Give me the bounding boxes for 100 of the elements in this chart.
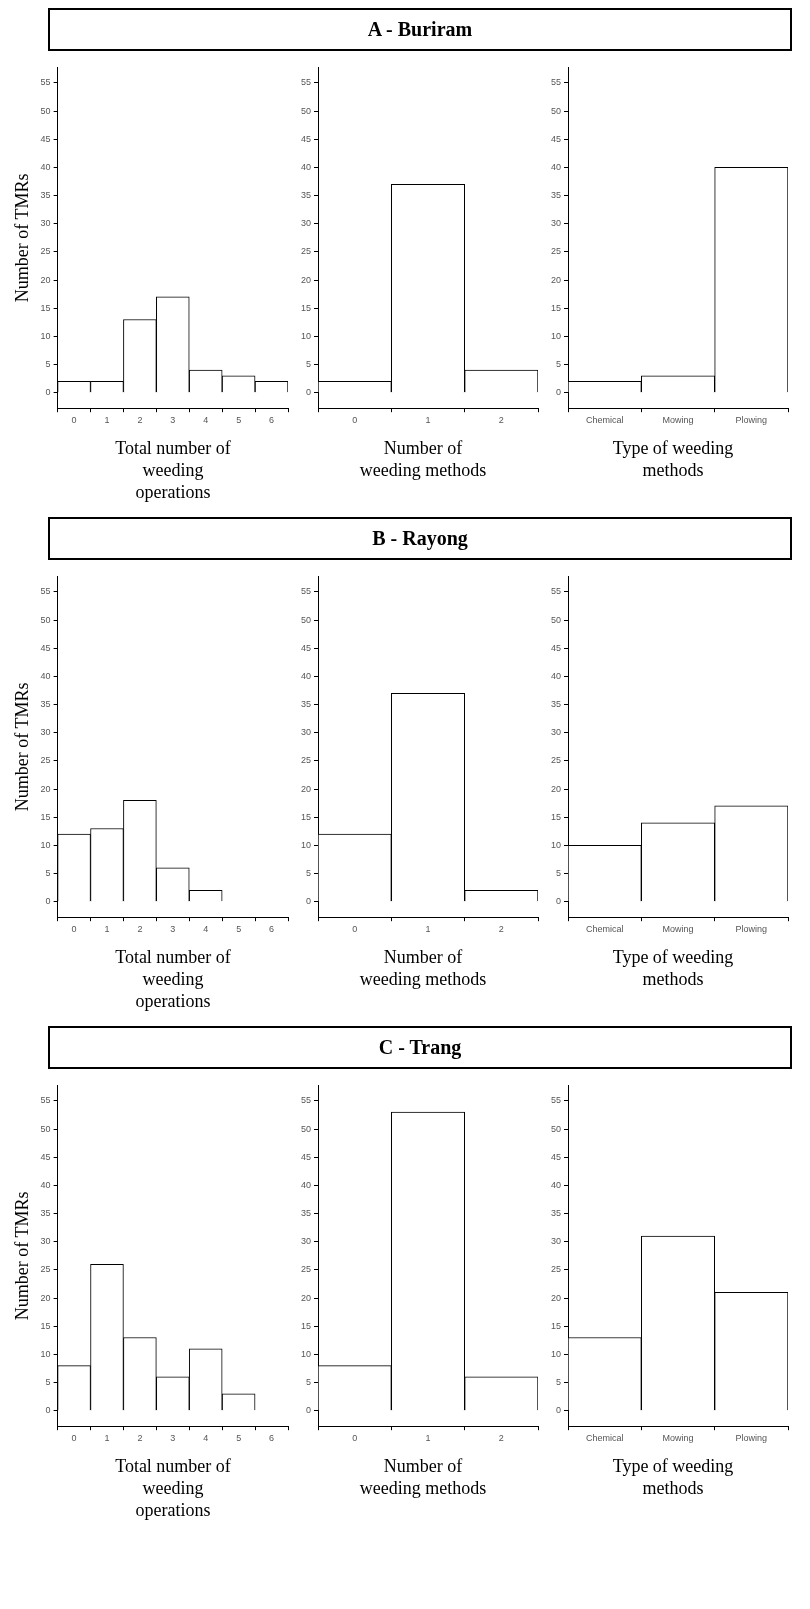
x-tick-label: 0 bbox=[352, 1433, 358, 1444]
y-tick-label: 50 bbox=[551, 105, 562, 116]
y-tick-label: 10 bbox=[40, 1348, 51, 1359]
y-tick-label: 5 bbox=[306, 868, 312, 879]
chart-title: C - Trang bbox=[48, 1026, 792, 1069]
x-tick-label: 0 bbox=[352, 415, 358, 426]
x-tick-label: 4 bbox=[203, 1433, 209, 1444]
y-tick-label: 10 bbox=[301, 330, 312, 341]
y-tick-label: 25 bbox=[301, 246, 312, 257]
y-tick-label: 20 bbox=[40, 783, 51, 794]
y-tick-label: 40 bbox=[551, 1179, 562, 1190]
y-tick-label: 15 bbox=[301, 1320, 312, 1331]
y-tick-label: 55 bbox=[551, 1095, 562, 1106]
y-tick-label: 30 bbox=[551, 1236, 562, 1247]
y-tick-label: 50 bbox=[551, 614, 562, 625]
y-tick-label: 10 bbox=[301, 839, 312, 850]
y-tick-label: 40 bbox=[551, 670, 562, 681]
y-tick-label: 5 bbox=[306, 1377, 312, 1388]
y-tick-label: 5 bbox=[556, 1377, 562, 1388]
y-tick-label: 20 bbox=[551, 1292, 562, 1303]
x-tick-label: 0 bbox=[71, 1433, 77, 1444]
y-tick-label: 55 bbox=[40, 77, 51, 88]
x-tick-label: Plowing bbox=[735, 924, 768, 935]
x-tick-label: 2 bbox=[498, 415, 504, 426]
y-tick-label: 0 bbox=[45, 387, 51, 398]
y-tick-label: 5 bbox=[45, 1377, 51, 1388]
y-tick-label: 40 bbox=[40, 670, 51, 681]
x-tick-label: Plowing bbox=[735, 1433, 768, 1444]
y-tick-label: 5 bbox=[45, 359, 51, 370]
y-tick-label: 45 bbox=[40, 133, 51, 144]
y-tick-label: 35 bbox=[551, 1208, 562, 1219]
y-tick-label: 10 bbox=[551, 330, 562, 341]
y-tick-label: 45 bbox=[551, 642, 562, 653]
x-tick-label: Mowing bbox=[662, 924, 694, 935]
chart-title: A - Buriram bbox=[48, 8, 792, 51]
y-tick-label: 0 bbox=[306, 387, 312, 398]
x-tick-label: 2 bbox=[137, 1433, 143, 1444]
y-tick-label: 25 bbox=[551, 1264, 562, 1275]
y-tick-label: 55 bbox=[551, 77, 562, 88]
y-tick-label: 30 bbox=[551, 727, 562, 738]
x-tick-label: Mowing bbox=[662, 415, 694, 426]
y-tick-label: 25 bbox=[40, 246, 51, 257]
x-tick-label: 4 bbox=[203, 924, 209, 935]
y-tick-label: 35 bbox=[40, 1208, 51, 1219]
y-tick-label: 10 bbox=[551, 839, 562, 850]
x-tick-label: 0 bbox=[71, 415, 77, 426]
x-tick-label: 3 bbox=[170, 924, 176, 935]
y-tick-label: 55 bbox=[301, 77, 312, 88]
y-tick-label: 55 bbox=[301, 586, 312, 597]
y-tick-label: 25 bbox=[301, 1264, 312, 1275]
y-tick-label: 35 bbox=[301, 1208, 312, 1219]
x-tick-label: 6 bbox=[269, 415, 275, 426]
x-tick-label: 1 bbox=[425, 1433, 431, 1444]
y-tick-label: 10 bbox=[40, 839, 51, 850]
y-tick-label: 50 bbox=[301, 614, 312, 625]
y-tick-label: 40 bbox=[551, 161, 562, 172]
x-axis-title: Number of weeding methods bbox=[358, 946, 488, 990]
y-tick-label: 35 bbox=[40, 699, 51, 710]
y-tick-label: 30 bbox=[301, 1236, 312, 1247]
y-tick-label: 15 bbox=[40, 302, 51, 313]
x-tick-label: 0 bbox=[71, 924, 77, 935]
y-tick-label: 55 bbox=[40, 586, 51, 597]
y-tick-label: 15 bbox=[301, 811, 312, 822]
y-tick-label: 55 bbox=[301, 1095, 312, 1106]
y-tick-label: 50 bbox=[301, 1123, 312, 1134]
y-tick-label: 30 bbox=[551, 218, 562, 229]
y-tick-label: 25 bbox=[551, 755, 562, 766]
x-tick-label: Chemical bbox=[585, 1433, 624, 1444]
y-tick-label: 25 bbox=[551, 246, 562, 257]
y-tick-label: 10 bbox=[301, 1348, 312, 1359]
x-tick-label: 2 bbox=[137, 924, 143, 935]
y-tick-label: 5 bbox=[556, 868, 562, 879]
y-tick-label: 25 bbox=[301, 755, 312, 766]
y-tick-label: 0 bbox=[306, 896, 312, 907]
y-tick-label: 35 bbox=[551, 699, 562, 710]
y-tick-label: 50 bbox=[301, 105, 312, 116]
y-tick-label: 45 bbox=[40, 1151, 51, 1162]
x-axis-title: Total number of weeding operations bbox=[114, 437, 232, 503]
y-tick-label: 25 bbox=[40, 1264, 51, 1275]
y-tick-label: 40 bbox=[301, 161, 312, 172]
y-tick-label: 0 bbox=[45, 1405, 51, 1416]
x-tick-label: Chemical bbox=[585, 415, 624, 426]
y-tick-label: 15 bbox=[40, 811, 51, 822]
y-tick-label: 40 bbox=[40, 1179, 51, 1190]
y-tick-label: 55 bbox=[40, 1095, 51, 1106]
y-tick-label: 50 bbox=[40, 1123, 51, 1134]
y-tick-label: 15 bbox=[301, 302, 312, 313]
x-tick-label: 5 bbox=[236, 415, 242, 426]
y-tick-label: 5 bbox=[45, 868, 51, 879]
x-axis-title: Number of weeding methods bbox=[358, 1455, 488, 1499]
y-tick-label: 30 bbox=[40, 727, 51, 738]
x-tick-label: Chemical bbox=[585, 924, 624, 935]
y-tick-label: 50 bbox=[40, 105, 51, 116]
x-tick-label: 3 bbox=[170, 1433, 176, 1444]
y-tick-label: 30 bbox=[40, 1236, 51, 1247]
y-tick-label: 35 bbox=[301, 190, 312, 201]
y-tick-label: 55 bbox=[551, 586, 562, 597]
y-tick-label: 20 bbox=[551, 783, 562, 794]
y-tick-label: 0 bbox=[556, 1405, 562, 1416]
y-tick-label: 0 bbox=[556, 896, 562, 907]
